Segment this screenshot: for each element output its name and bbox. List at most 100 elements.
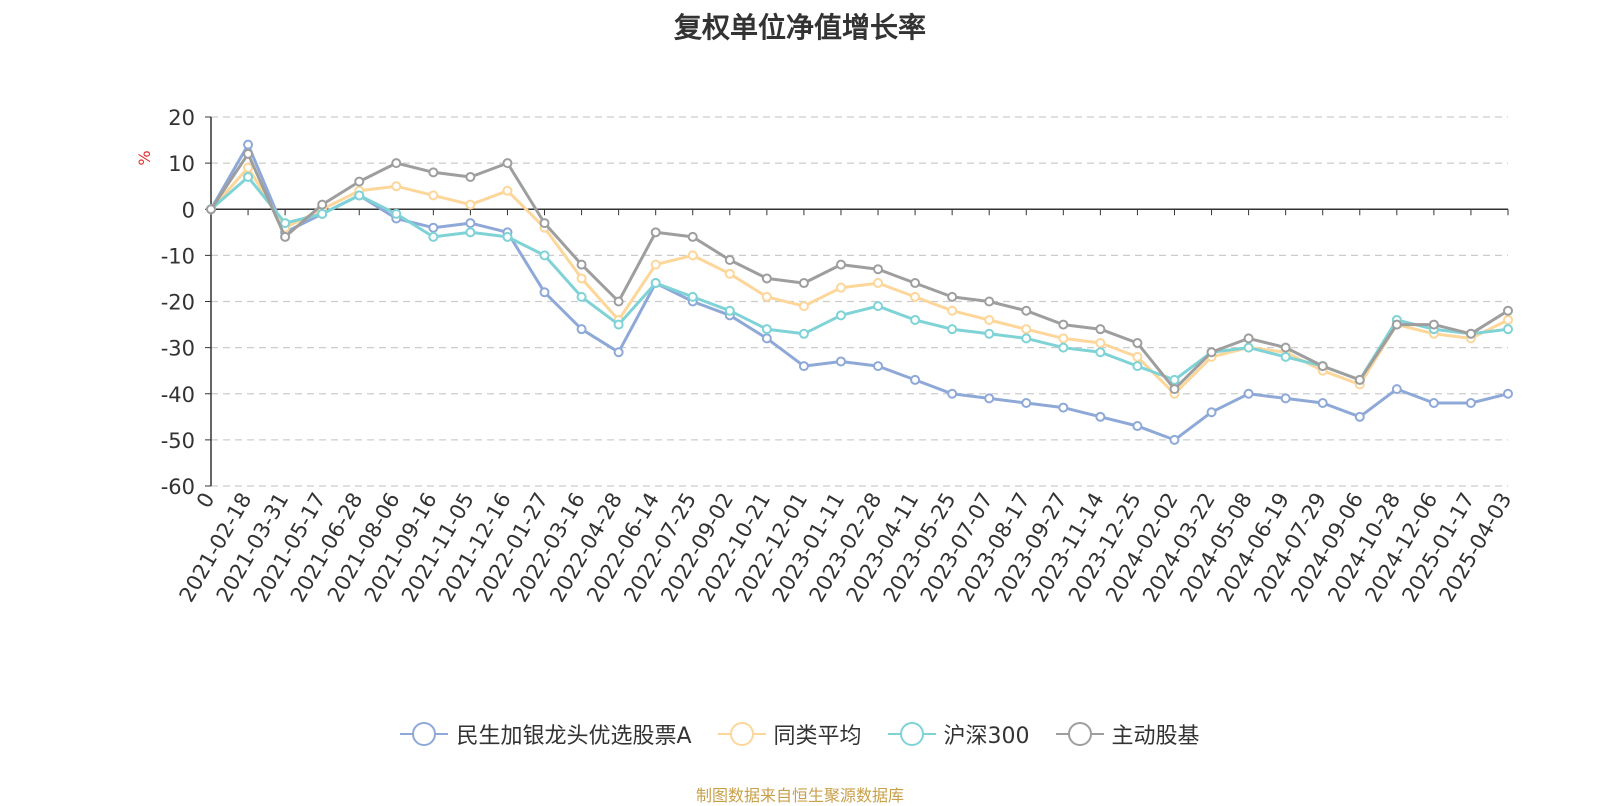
y-tick-label: -50	[161, 429, 195, 453]
data-point	[428, 167, 439, 178]
data-point	[761, 324, 772, 335]
legend-marker-icon	[1055, 721, 1104, 747]
data-point	[1169, 384, 1180, 395]
data-point	[243, 139, 254, 150]
data-point	[317, 208, 328, 219]
legend-item-peer-average[interactable]: 同类平均	[717, 718, 862, 750]
data-point	[984, 296, 995, 307]
data-point	[650, 278, 661, 289]
data-point	[576, 324, 587, 335]
data-point	[650, 259, 661, 270]
data-point	[947, 388, 958, 399]
data-point	[1243, 333, 1254, 344]
data-point	[243, 148, 254, 159]
data-point	[613, 347, 624, 358]
legend-item-active-equity[interactable]: 主动股基	[1055, 718, 1200, 750]
data-point	[1132, 351, 1143, 362]
data-point	[1317, 397, 1328, 408]
data-point	[910, 374, 921, 385]
data-point	[1243, 388, 1254, 399]
data-point	[1021, 397, 1032, 408]
legend-item-hs300[interactable]: 沪深300	[887, 718, 1030, 750]
data-point	[502, 185, 513, 196]
data-point	[798, 328, 809, 339]
data-point	[1169, 434, 1180, 445]
data-point	[502, 231, 513, 242]
data-point	[1280, 351, 1291, 362]
data-point	[280, 231, 291, 242]
data-point	[465, 171, 476, 182]
data-point	[1354, 374, 1365, 385]
data-point	[243, 162, 254, 173]
data-point	[465, 227, 476, 238]
data-point	[1428, 397, 1439, 408]
data-point	[687, 250, 698, 261]
data-point	[1465, 328, 1476, 339]
data-point	[280, 218, 291, 229]
data-point	[650, 227, 661, 238]
x-tick-label: 0	[192, 489, 219, 513]
y-tick-label: -10	[161, 244, 195, 268]
data-point	[243, 171, 254, 182]
data-point	[910, 291, 921, 302]
legend-label: 民生加银龙头优选股票A	[456, 724, 692, 749]
data-point	[1280, 342, 1291, 353]
data-point	[1095, 338, 1106, 349]
data-point	[1021, 333, 1032, 344]
data-point	[724, 254, 735, 265]
legend-marker-icon	[887, 721, 936, 747]
data-point	[1243, 342, 1254, 353]
data-point	[910, 278, 921, 289]
data-point	[798, 301, 809, 312]
data-point	[835, 356, 846, 367]
data-point	[1391, 384, 1402, 395]
data-point	[724, 305, 735, 316]
data-point	[1465, 397, 1476, 408]
data-point	[613, 296, 624, 307]
source-note: 制图数据来自恒生聚源数据库	[695, 786, 904, 805]
y-tick-label: -20	[161, 291, 195, 315]
data-point	[1206, 347, 1217, 358]
data-point	[1095, 411, 1106, 422]
data-point	[539, 287, 550, 298]
data-point	[576, 273, 587, 284]
series-line	[209, 166, 1510, 396]
data-point	[1206, 407, 1217, 418]
data-point	[947, 324, 958, 335]
y-tick-label: -60	[161, 475, 195, 499]
data-point	[1280, 393, 1291, 404]
data-point	[761, 273, 772, 284]
legend-label: 同类平均	[773, 724, 862, 749]
data-point	[984, 314, 995, 325]
legend-marker-icon	[400, 721, 449, 747]
legend-item-fund[interactable]: 民生加银龙头优选股票A	[400, 718, 692, 750]
data-point	[539, 218, 550, 229]
data-point	[1428, 319, 1439, 330]
data-point	[576, 291, 587, 302]
data-point	[317, 199, 328, 210]
series-line	[209, 152, 1510, 391]
data-point	[1095, 347, 1106, 358]
data-point	[1503, 305, 1513, 316]
data-point	[687, 291, 698, 302]
data-point	[873, 301, 884, 312]
chart-legend: 民生加银龙头优选股票A 同类平均 沪深300 主动股基	[0, 718, 1600, 750]
data-point	[1058, 333, 1069, 344]
legend-label: 主动股基	[1111, 724, 1200, 749]
data-point	[1169, 374, 1180, 385]
data-point	[724, 268, 735, 279]
data-point	[873, 361, 884, 372]
y-tick-label: 20	[168, 106, 195, 130]
data-point	[761, 291, 772, 302]
data-point	[465, 199, 476, 210]
data-point	[502, 158, 513, 169]
y-tick-label: -40	[161, 383, 195, 407]
data-point	[1021, 305, 1032, 316]
data-point	[1132, 421, 1143, 432]
data-point	[835, 259, 846, 270]
data-point	[1132, 361, 1143, 372]
data-point	[687, 231, 698, 242]
data-point	[798, 361, 809, 372]
data-point	[354, 176, 365, 187]
